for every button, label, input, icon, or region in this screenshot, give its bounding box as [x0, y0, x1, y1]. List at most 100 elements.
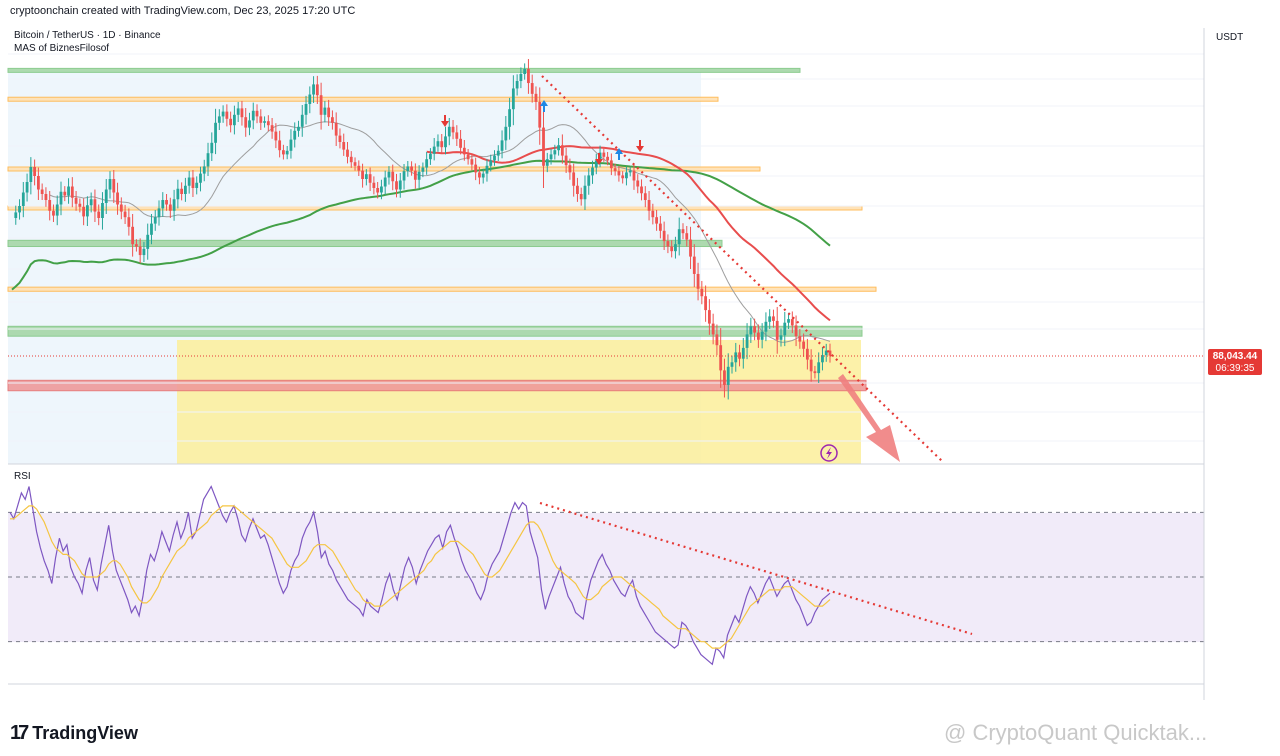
ma-green-line: [11, 159, 831, 291]
ma-red-line: [426, 145, 831, 322]
candle-body: [119, 204, 123, 212]
rsi-lines: [9, 485, 831, 666]
candle-body: [432, 146, 436, 154]
candle-body: [636, 180, 640, 187]
candle-body: [402, 171, 406, 181]
price-trendline: [541, 75, 943, 462]
candle-body: [131, 226, 135, 245]
candle-body: [440, 141, 444, 148]
candle-body: [206, 153, 210, 167]
candle-body: [723, 370, 726, 385]
price-grid: [8, 53, 1204, 442]
candle-body: [538, 101, 542, 128]
candle-body: [643, 193, 647, 200]
candle-body: [677, 229, 681, 245]
candle-body: [734, 352, 738, 363]
candle-body: [52, 210, 55, 216]
candle-body: [225, 111, 229, 119]
candle-body: [21, 192, 25, 206]
candle-body: [270, 125, 274, 132]
candle-body: [760, 331, 764, 340]
candle-body: [349, 156, 353, 163]
candle-body: [59, 191, 63, 205]
candle-body: [459, 138, 462, 148]
candle-body: [172, 199, 176, 211]
candles: [14, 59, 832, 400]
candle-body: [447, 126, 451, 137]
candle-body: [285, 150, 289, 155]
candle-body: [730, 362, 734, 367]
level-zone-orange: [7, 286, 877, 292]
lightning-icon[interactable]: [820, 444, 838, 462]
candle-body: [560, 145, 564, 156]
candle-body: [500, 140, 504, 151]
candle-body: [395, 181, 398, 190]
candle-body: [383, 177, 387, 187]
candle-body: [429, 153, 432, 160]
candle-body: [70, 186, 74, 198]
candle-body: [221, 111, 225, 117]
candle-body: [515, 81, 519, 89]
down-arrow-icon: [838, 374, 900, 462]
candle-body: [334, 122, 338, 136]
candle-body: [93, 199, 97, 212]
candle-body: [195, 182, 199, 188]
candle-body: [783, 322, 787, 336]
candle-body: [828, 350, 832, 356]
candle-body: [444, 136, 447, 148]
candle-body: [187, 177, 191, 186]
candle-body: [805, 348, 809, 360]
candle-body: [244, 117, 248, 128]
candle-body: [583, 185, 587, 200]
candle-body: [255, 110, 259, 117]
candle-body: [696, 273, 700, 289]
level-zone-green: [7, 239, 723, 248]
candle-body: [410, 166, 413, 171]
candle-body: [123, 211, 127, 218]
moving-averages: [11, 121, 831, 343]
candle-body: [692, 256, 696, 274]
candle-body: [700, 288, 704, 297]
candle-body: [594, 160, 598, 168]
candle-body: [55, 204, 59, 216]
candle-body: [153, 217, 157, 224]
candle-body: [308, 94, 312, 104]
level-zone-green: [7, 325, 863, 337]
candle-body: [150, 223, 153, 235]
candle-body: [809, 359, 813, 372]
candle-body: [474, 164, 478, 173]
candle-body: [29, 167, 33, 182]
candle-body: [632, 170, 636, 181]
candle-body: [564, 155, 568, 166]
created-by-header: cryptoonchain created with TradingView.c…: [10, 5, 356, 17]
level-zone-orange: [7, 96, 719, 102]
candle-body: [587, 175, 591, 186]
candle-body: [357, 165, 361, 171]
candle-body: [779, 335, 783, 340]
level-zone-green: [7, 67, 801, 73]
candle-body: [180, 188, 184, 194]
candle-body: [568, 165, 572, 173]
candle-body: [542, 127, 545, 166]
candle-body: [496, 150, 500, 156]
candle-body: [775, 320, 779, 340]
candle-body: [364, 174, 368, 179]
candle-body: [112, 179, 116, 193]
symbol-title: Bitcoin / TetherUS · 1D · Binance: [14, 30, 161, 41]
candle-body: [711, 323, 715, 335]
candle-body: [191, 177, 195, 188]
candle-body: [768, 316, 772, 322]
candle-body: [82, 206, 86, 217]
candle-body: [756, 332, 760, 340]
tradingview-logo[interactable]: 17 TradingView: [10, 722, 138, 745]
candle-body: [523, 69, 527, 74]
candle-body: [176, 188, 180, 200]
candle-body: [89, 199, 93, 206]
candle-body: [142, 248, 146, 256]
candle-body: [417, 171, 421, 180]
candle-body: [572, 172, 576, 186]
candle-body: [199, 173, 202, 183]
candle-body: [640, 186, 643, 194]
candle-body: [670, 246, 674, 252]
